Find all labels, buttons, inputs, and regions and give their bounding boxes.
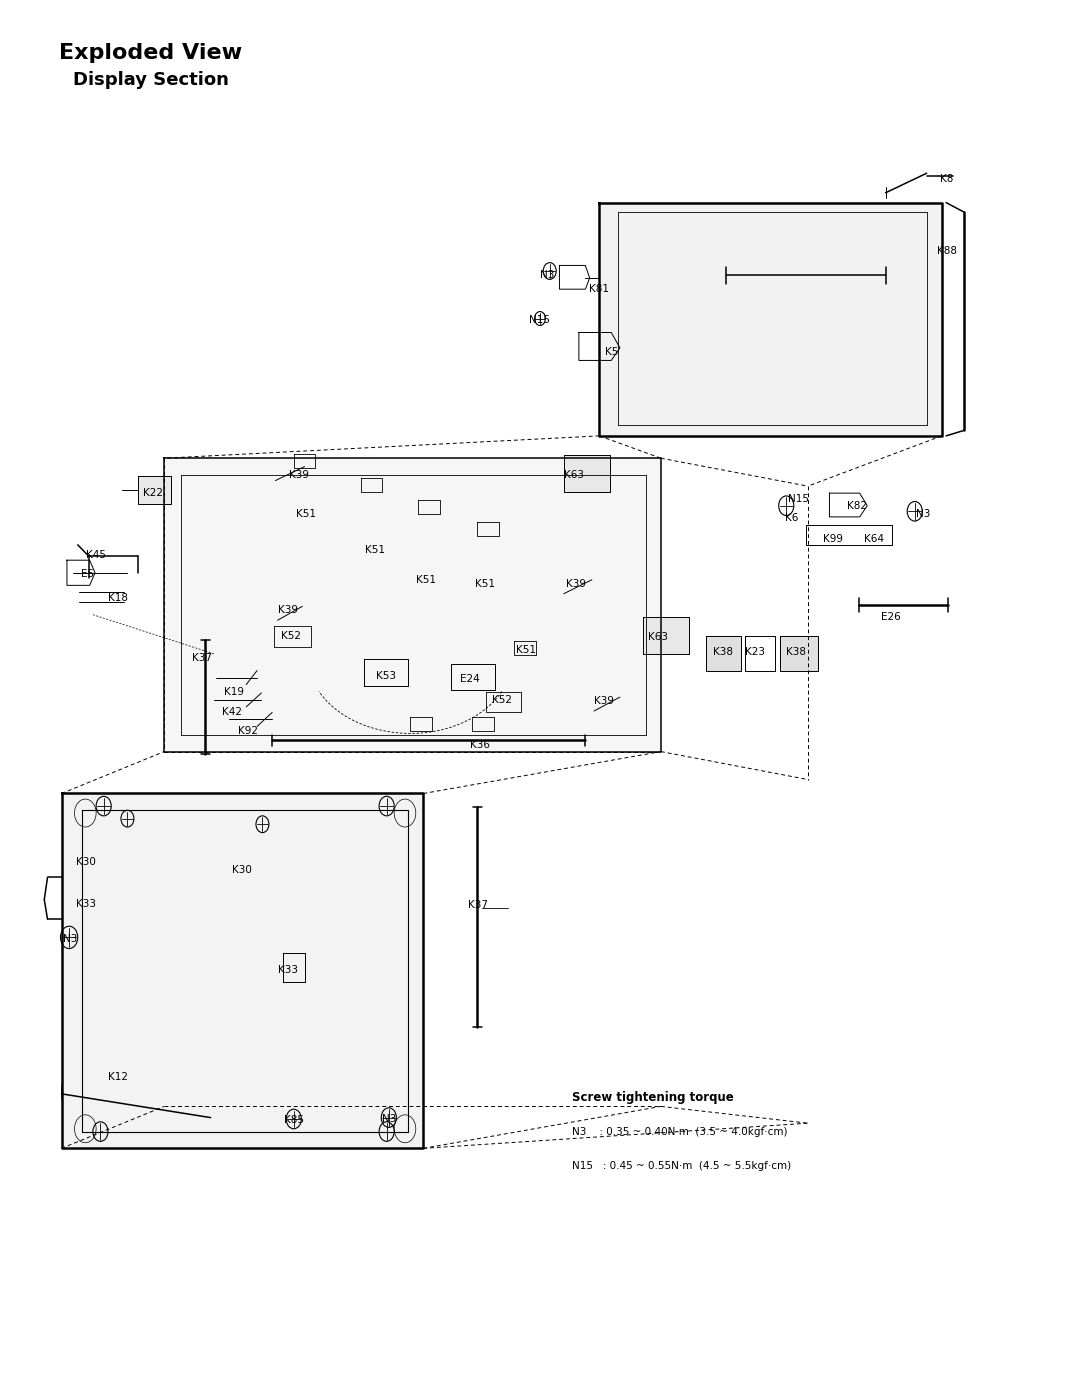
Text: K38: K38	[786, 647, 807, 658]
Text: K85: K85	[284, 1115, 305, 1126]
Text: K6: K6	[785, 513, 798, 524]
Text: K18: K18	[108, 592, 129, 604]
Text: K38: K38	[713, 647, 733, 658]
Text: K39: K39	[278, 605, 298, 616]
Text: K37: K37	[192, 652, 213, 664]
Text: N3: N3	[540, 270, 554, 281]
Text: K99: K99	[823, 534, 843, 545]
Text: K53: K53	[376, 671, 396, 682]
Text: K37: K37	[468, 900, 488, 911]
Text: N3: N3	[63, 933, 77, 944]
Text: N15   : 0.45 ~ 0.55N·m  (4.5 ~ 5.5kgf·cm): N15 : 0.45 ~ 0.55N·m (4.5 ~ 5.5kgf·cm)	[572, 1161, 792, 1171]
Text: K63: K63	[564, 469, 584, 481]
Text: K45: K45	[86, 549, 107, 560]
Text: K19: K19	[224, 686, 244, 697]
Text: E24: E24	[460, 673, 480, 685]
Text: K39: K39	[594, 696, 615, 707]
Text: Exploded View: Exploded View	[59, 43, 243, 63]
Text: K63: K63	[648, 631, 669, 643]
Text: K52: K52	[281, 630, 301, 641]
Text: E5: E5	[81, 569, 94, 580]
Polygon shape	[564, 455, 610, 492]
Text: K52: K52	[492, 694, 513, 705]
Text: K22: K22	[143, 488, 163, 499]
Text: K88: K88	[937, 246, 958, 257]
Text: K36: K36	[470, 739, 490, 750]
Text: K64: K64	[864, 534, 885, 545]
Text: N3    : 0.35 ~ 0.40N·m  (3.5 ~ 4.0kgf·cm): N3 : 0.35 ~ 0.40N·m (3.5 ~ 4.0kgf·cm)	[572, 1127, 788, 1137]
Text: K33: K33	[76, 898, 96, 909]
Text: K81: K81	[589, 284, 609, 295]
Text: K42: K42	[222, 707, 243, 718]
Text: K51: K51	[416, 574, 436, 585]
Text: K33: K33	[278, 964, 298, 975]
Polygon shape	[780, 636, 818, 671]
Polygon shape	[706, 636, 741, 671]
Text: K51: K51	[296, 509, 316, 520]
Polygon shape	[164, 458, 661, 752]
Text: K51: K51	[475, 578, 496, 590]
Text: K30: K30	[232, 865, 252, 876]
Text: K39: K39	[289, 469, 310, 481]
Text: Display Section: Display Section	[73, 71, 229, 88]
Text: K51: K51	[516, 644, 537, 655]
Text: K39: K39	[566, 578, 586, 590]
Polygon shape	[138, 476, 171, 504]
Text: K30: K30	[76, 856, 95, 868]
Text: K8: K8	[940, 173, 953, 184]
Polygon shape	[643, 617, 689, 654]
Text: K92: K92	[238, 725, 258, 736]
Text: K82: K82	[847, 500, 867, 511]
Text: K51: K51	[365, 545, 386, 556]
Text: N15: N15	[788, 493, 809, 504]
Text: Screw tightening torque: Screw tightening torque	[572, 1091, 734, 1104]
Text: N3: N3	[382, 1113, 396, 1125]
Text: N15: N15	[529, 314, 550, 326]
Text: K23: K23	[745, 647, 766, 658]
Polygon shape	[599, 203, 942, 436]
Text: K12: K12	[108, 1071, 129, 1083]
Text: N3: N3	[916, 509, 930, 520]
Text: K5: K5	[605, 346, 618, 358]
Text: E26: E26	[881, 612, 901, 623]
Polygon shape	[62, 793, 423, 1148]
